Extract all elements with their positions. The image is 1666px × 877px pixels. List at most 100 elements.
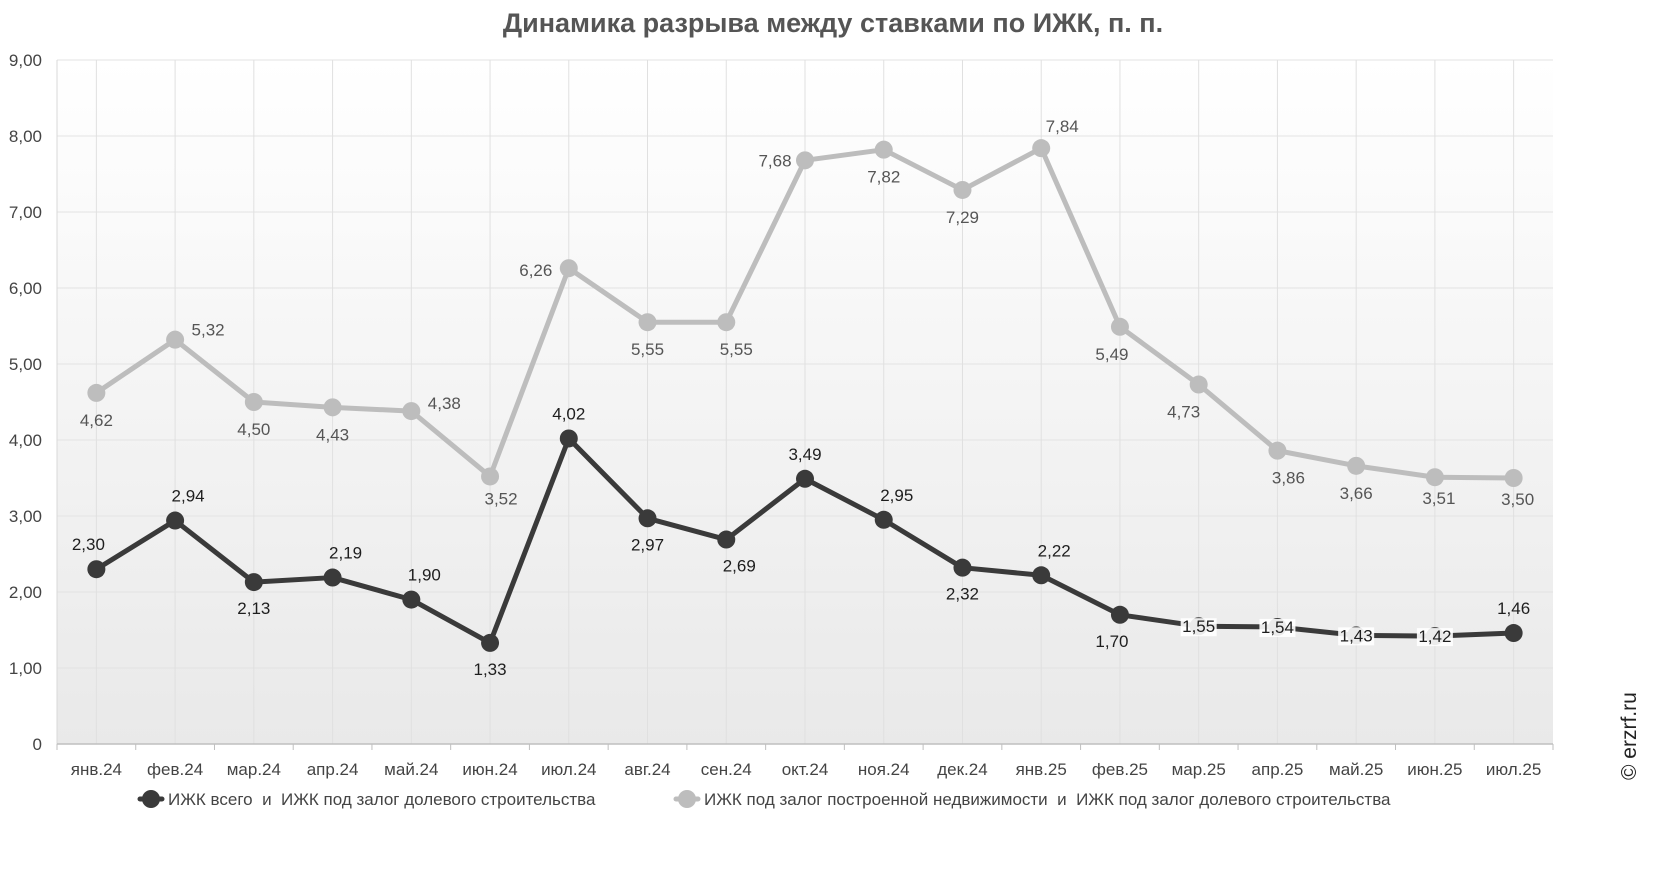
data-point [323,398,342,417]
data-point [559,259,578,278]
data-label: 2,19 [329,544,362,563]
data-point [1504,624,1523,643]
y-tick-label: 7,00 [9,203,42,222]
data-point [874,140,893,159]
data-label: 2,13 [237,599,270,618]
data-point [1110,605,1129,624]
data-label: 4,38 [428,394,461,413]
data-label: 5,32 [192,321,225,340]
data-label: 4,02 [552,404,585,423]
data-label: 2,22 [1038,541,1071,560]
x-tick-label: окт.24 [782,760,829,779]
data-point [87,560,106,579]
x-tick-label: дек.24 [937,760,987,779]
data-label: 5,55 [631,340,664,359]
data-point [166,330,185,349]
x-tick-label: июн.25 [1407,760,1462,779]
data-label: 7,82 [867,168,900,187]
data-point [1032,566,1051,585]
data-label: 1,54 [1261,618,1294,637]
data-label: 1,46 [1497,599,1530,618]
x-tick-label: фев.24 [147,760,203,779]
data-label: 2,94 [172,487,205,506]
x-tick-label: июл.24 [541,760,596,779]
x-tick-label: апр.25 [1252,760,1304,779]
y-tick-label: 0 [33,735,42,754]
data-point [402,402,421,421]
data-label: 6,26 [519,261,552,280]
y-tick-label: 1,00 [9,659,42,678]
data-point [1189,375,1208,394]
data-point [402,590,421,609]
data-label: 2,30 [72,535,105,554]
data-label: 2,69 [723,557,756,576]
x-tick-label: янв.25 [1016,760,1067,779]
data-label: 3,66 [1340,484,1373,503]
chart-title: Динамика разрыва между ставками по ИЖК, … [502,8,1164,38]
y-tick-label: 9,00 [9,51,42,70]
data-point [1032,139,1051,158]
data-point [796,469,814,488]
data-point [244,573,263,592]
data-label: 1,42 [1418,627,1451,646]
y-tick-label: 3,00 [9,507,42,526]
data-point [638,313,657,332]
data-label: 7,29 [946,208,979,227]
legend-label: ИЖК всего и ИЖК под залог долевого строи… [168,790,596,809]
x-tick-label: апр.24 [307,760,359,779]
data-point [717,313,736,332]
data-label: 1,70 [1095,632,1128,651]
data-point [1347,456,1366,475]
data-point [481,467,500,486]
data-label: 1,55 [1182,617,1215,636]
data-label-background [1338,627,1375,646]
x-tick-label: май.24 [384,760,438,779]
data-point [559,429,578,448]
data-point [953,180,972,199]
data-label: 7,68 [758,151,791,170]
data-label: 5,49 [1095,345,1128,364]
x-tick-label: май.25 [1329,760,1383,779]
x-tick-label: янв.24 [71,760,122,779]
x-tick-label: сен.24 [701,760,752,779]
data-point [953,558,972,577]
data-label: 1,43 [1340,626,1373,645]
data-label: 3,51 [1422,489,1455,508]
data-label: 5,55 [720,340,753,359]
x-tick-label: июл.25 [1486,760,1541,779]
data-label: 4,43 [316,425,349,444]
data-label: 3,52 [485,489,518,508]
watermark: © erzrf.ru [1618,692,1641,780]
x-tick-label: июн.24 [462,760,517,779]
data-label-background [1180,618,1217,637]
data-point [1268,441,1287,460]
legend-label: ИЖК под залог построенной недвижимости и… [704,790,1391,809]
y-tick-label: 6,00 [9,279,42,298]
data-label: 4,50 [237,420,270,439]
y-tick-label: 2,00 [9,583,42,602]
y-tick-label: 4,00 [9,431,42,450]
data-point [87,383,106,402]
data-label: 3,50 [1501,490,1534,509]
data-label: 4,73 [1167,403,1200,422]
data-label-background [1416,628,1453,647]
data-point [481,633,500,652]
data-point [1425,468,1444,487]
x-tick-label: мар.24 [227,760,281,779]
data-point [638,509,657,528]
y-tick-label: 5,00 [9,355,42,374]
data-point [1110,317,1129,336]
data-label: 1,33 [474,660,507,679]
data-label: 3,86 [1272,469,1305,488]
data-label: 1,90 [408,566,441,585]
data-point [1504,469,1523,487]
x-tick-label: ноя.24 [858,760,910,779]
data-point [717,530,736,549]
data-label-background [1259,618,1296,637]
data-label: 3,49 [788,445,821,464]
x-tick-label: авг.24 [624,760,670,779]
data-label: 7,84 [1046,117,1079,136]
data-point [796,151,814,170]
